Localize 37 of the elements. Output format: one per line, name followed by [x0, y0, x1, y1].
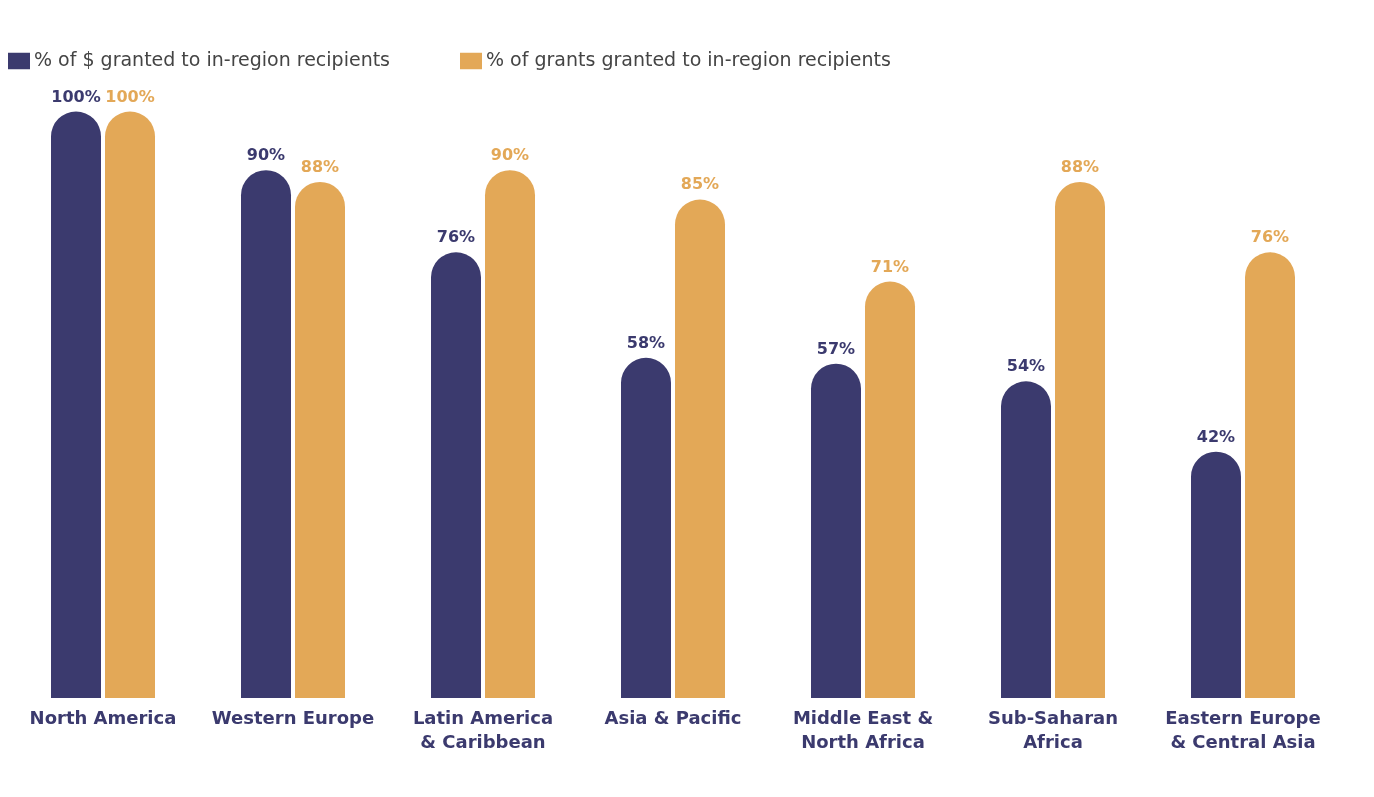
bar	[1001, 381, 1051, 698]
data-label: 85%	[680, 174, 720, 194]
data-label: 100%	[105, 86, 155, 106]
bar	[431, 252, 481, 698]
bar	[621, 357, 671, 698]
x-tick-label: Sub-Saharan Africa	[987, 707, 1119, 752]
data-label: 76%	[1250, 227, 1290, 247]
data-label: 54%	[1006, 356, 1046, 376]
bar	[865, 281, 915, 698]
x-tick-label: Middle East & North Africa	[792, 707, 934, 752]
data-label: 42%	[1196, 426, 1236, 446]
bar	[295, 181, 345, 698]
data-label: 57%	[816, 338, 856, 358]
x-tick-label: Eastern Europe & Central Asia	[1165, 707, 1321, 752]
legend-label: % of $ granted to in-region recipients	[34, 48, 391, 70]
data-label: 100%	[51, 86, 101, 106]
data-label: 58%	[626, 332, 666, 352]
x-tick-label: Western Europe	[211, 707, 375, 728]
bar	[1055, 181, 1105, 698]
data-label: 90%	[490, 145, 530, 165]
bar	[241, 170, 291, 698]
bar	[51, 111, 101, 698]
bar	[1245, 252, 1295, 698]
x-tick-label: Latin America & Caribbean	[412, 707, 554, 752]
data-label: 90%	[246, 145, 286, 165]
data-label: 88%	[300, 156, 340, 176]
bar	[675, 199, 725, 698]
x-tick-label: North America	[29, 707, 177, 728]
bar	[1191, 451, 1241, 698]
bar	[485, 170, 535, 698]
data-label: 71%	[870, 256, 910, 276]
bar	[811, 363, 861, 698]
x-tick-label: Asia & Pacific	[604, 707, 742, 728]
data-label: 88%	[1060, 156, 1100, 176]
data-label: 76%	[436, 227, 476, 247]
legend-label: % of grants granted to in-region recipients	[486, 48, 891, 70]
bar	[105, 111, 155, 698]
